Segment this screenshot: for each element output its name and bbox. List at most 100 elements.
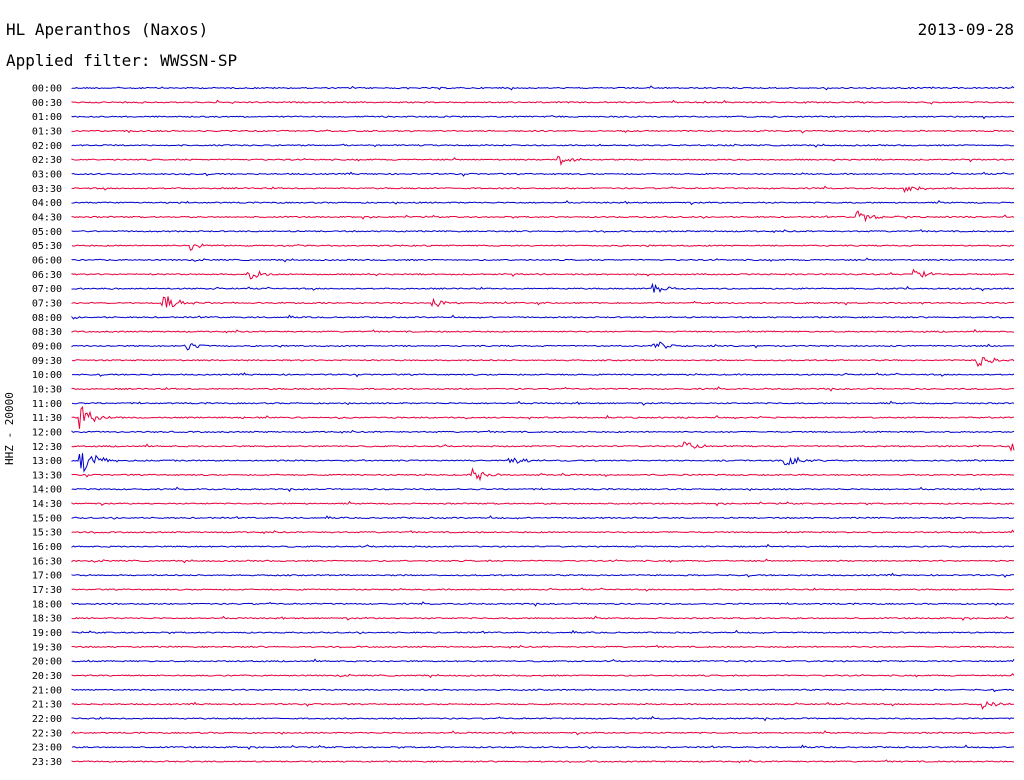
row-time-label: 06:00	[32, 255, 62, 266]
seismic-trace	[72, 372, 1015, 378]
seismic-trace	[71, 629, 1015, 635]
seismic-trace	[71, 615, 1015, 621]
seismic-trace	[71, 515, 1015, 520]
row-time-label: 16:30	[32, 556, 62, 567]
seismic-trace	[71, 500, 1015, 507]
seismic-trace	[71, 185, 1015, 194]
seismic-trace	[71, 296, 1014, 308]
row-time-label: 15:30	[32, 528, 62, 539]
row-time-label: 04:30	[32, 212, 62, 223]
seismic-trace	[71, 268, 1015, 280]
row-time-label: 08:30	[32, 327, 62, 338]
seismic-trace	[71, 143, 1014, 148]
row-time-label: 22:30	[32, 728, 62, 739]
row-time-label: 06:30	[32, 270, 62, 281]
seismic-trace	[71, 400, 1015, 406]
row-time-label: 17:30	[32, 585, 62, 596]
row-time-label: 08:00	[32, 313, 62, 324]
row-time-label: 10:30	[32, 384, 62, 395]
seismic-trace	[71, 357, 1015, 368]
row-time-label: 01:00	[32, 112, 62, 123]
row-time-label: 10:00	[32, 370, 62, 381]
seismic-trace	[71, 730, 1015, 736]
row-time-label: 05:00	[32, 227, 62, 238]
seismic-trace	[71, 673, 1015, 679]
seismic-trace	[71, 386, 1015, 392]
seismic-trace	[71, 453, 1015, 473]
row-time-label: 14:30	[32, 499, 62, 510]
row-time-label: 07:30	[32, 298, 62, 309]
seismic-trace	[71, 543, 1015, 548]
seismic-trace	[71, 441, 1015, 452]
row-time-label: 02:00	[32, 141, 62, 152]
row-time-label: 19:30	[32, 642, 62, 653]
seismic-trace	[71, 587, 1014, 592]
seismic-trace	[71, 229, 1015, 234]
seismic-trace	[71, 700, 1014, 710]
row-time-label: 22:00	[32, 714, 62, 725]
row-time-label: 21:00	[32, 685, 62, 696]
row-time-label: 03:00	[32, 169, 62, 180]
seismic-trace	[71, 314, 1015, 320]
seismic-trace	[71, 759, 1014, 764]
seismic-trace	[71, 467, 1015, 482]
station-title: HL Aperanthos (Naxos)	[6, 20, 209, 39]
row-time-label: 09:00	[32, 341, 62, 352]
row-time-label: 01:30	[32, 126, 62, 137]
seismic-trace	[71, 429, 1015, 434]
row-time-label: 15:00	[32, 513, 62, 524]
seismic-trace	[71, 405, 1015, 429]
seismic-trace	[71, 715, 1015, 722]
row-time-label: 04:00	[32, 198, 62, 209]
seismic-trace	[71, 658, 1015, 663]
row-time-label: 00:00	[32, 84, 62, 95]
date-label: 2013-09-28	[917, 20, 1014, 39]
row-time-label: 20:00	[32, 657, 62, 668]
row-time-label: 18:00	[32, 599, 62, 610]
row-time-label: 12:30	[32, 442, 62, 453]
seismic-trace	[71, 282, 1015, 293]
seismic-trace	[71, 129, 1015, 134]
seismic-trace	[71, 328, 1015, 334]
row-time-label: 03:30	[32, 184, 62, 195]
seismic-trace	[71, 558, 1014, 564]
row-time-label: 02:30	[32, 155, 62, 166]
seismic-trace	[71, 210, 1015, 223]
seismic-trace	[71, 243, 1015, 252]
row-time-label: 13:30	[32, 470, 62, 481]
row-time-label: 11:00	[32, 399, 62, 410]
seismic-trace	[71, 341, 1015, 351]
row-time-label: 18:30	[32, 614, 62, 625]
row-time-label: 11:30	[32, 413, 62, 424]
row-time-label: 23:00	[32, 743, 62, 754]
seismic-trace	[71, 644, 1015, 649]
seismic-trace	[71, 601, 1015, 607]
row-time-label: 00:30	[32, 98, 62, 109]
row-time-label: 16:00	[32, 542, 62, 553]
row-time-label: 23:30	[32, 757, 62, 768]
row-time-label: 17:00	[32, 571, 62, 582]
seismic-trace	[71, 688, 1015, 693]
seismic-trace	[71, 85, 1015, 91]
seismic-trace	[71, 114, 1015, 120]
row-time-label: 07:00	[32, 284, 62, 295]
row-time-label: 13:00	[32, 456, 62, 467]
seismic-trace	[71, 486, 1015, 493]
seismic-trace	[71, 744, 1015, 750]
seismic-trace	[71, 155, 1015, 167]
seismic-trace	[71, 529, 1015, 535]
seismic-trace	[71, 200, 1014, 206]
seismic-trace	[71, 99, 1015, 105]
filter-label: Applied filter: WWSSN-SP	[6, 51, 238, 70]
row-time-label: 20:30	[32, 671, 62, 682]
row-time-label: 05:30	[32, 241, 62, 252]
row-time-label: 19:00	[32, 628, 62, 639]
row-time-label: 09:30	[32, 356, 62, 367]
seismic-trace	[71, 171, 1015, 177]
row-time-label: 21:30	[32, 700, 62, 711]
row-time-label: 12:00	[32, 427, 62, 438]
seismic-trace	[71, 257, 1015, 263]
row-time-label: 14:00	[32, 485, 62, 496]
seismic-trace	[71, 572, 1014, 578]
